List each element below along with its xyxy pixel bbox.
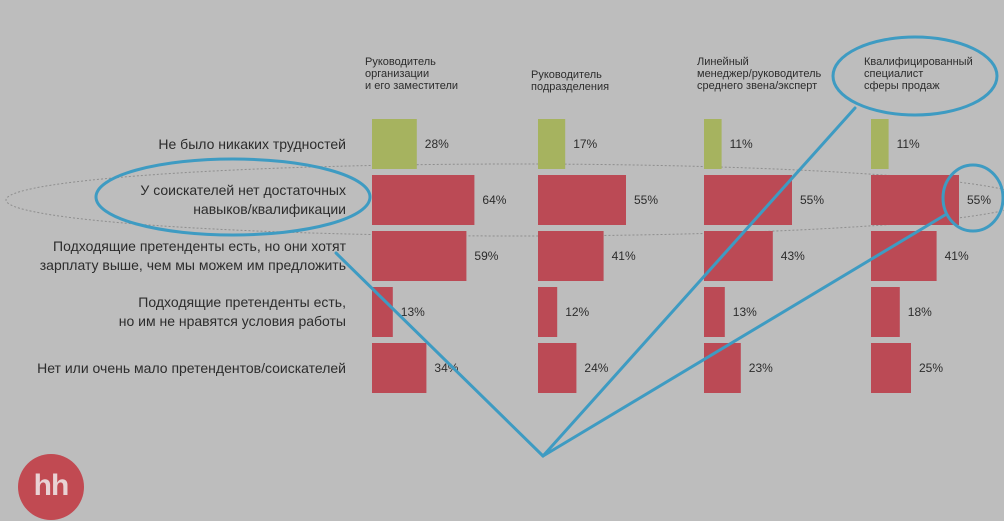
bar-c3-r2 [704, 175, 792, 225]
column-header-2: Руководитель подразделения [531, 69, 610, 93]
annotation-line-2 [541, 106, 857, 458]
bar-c2-r4 [538, 287, 558, 337]
annotation-line-1 [334, 251, 545, 458]
row-label-4: Подходящие претенденты есть, но им не нр… [118, 294, 346, 329]
bar-c1-r1 [372, 119, 417, 169]
value-label-c1-r3: 59% [474, 249, 498, 263]
value-label-c1-r1: 28% [425, 137, 449, 151]
bar-c3-r5 [704, 343, 741, 393]
column-header-3: Линейный менеджер/руководитель среднего … [697, 56, 822, 92]
annotation-circle-right [941, 163, 1004, 233]
value-label-c2-r2: 55% [634, 193, 658, 207]
row-label-2: У соискателей нет достаточных навыков/кв… [140, 182, 346, 217]
value-label-c1-r4: 13% [401, 305, 425, 319]
bar-c4-r5 [871, 343, 911, 393]
annotation-ellipse-left [94, 157, 372, 237]
bar-c2-r3 [538, 231, 604, 281]
value-label-c2-r1: 17% [573, 137, 597, 151]
value-label-c3-r3: 43% [781, 249, 805, 263]
value-label-c4-r3: 41% [945, 249, 969, 263]
value-label-c1-r5: 34% [434, 361, 458, 375]
bar-c1-r4 [372, 287, 393, 337]
value-label-c2-r4: 12% [565, 305, 589, 319]
bar-c3-r4 [704, 287, 725, 337]
bar-c3-r1 [704, 119, 722, 169]
value-label-c4-r1: 11% [897, 137, 920, 151]
column-header-1: Руководитель организации и его заместите… [365, 56, 459, 92]
bar-c1-r3 [372, 231, 467, 281]
value-label-c3-r5: 23% [749, 361, 773, 375]
bar-c4-r1 [871, 119, 889, 169]
row-label-3: Подходящие претенденты есть, но они хотя… [39, 238, 346, 273]
value-label-c4-r2: 55% [967, 193, 991, 207]
bar-c1-r5 [372, 343, 427, 393]
annotation-ellipse-top-right [831, 35, 999, 117]
bar-c2-r5 [538, 343, 577, 393]
bar-c4-r4 [871, 287, 900, 337]
value-label-c2-r3: 41% [612, 249, 636, 263]
bar-c2-r2 [538, 175, 626, 225]
value-label-c3-r2: 55% [800, 193, 824, 207]
row-label-1: Не было никаких трудностей [158, 135, 346, 152]
row-label-5: Нет или очень мало претендентов/соискате… [37, 359, 346, 376]
value-label-c4-r4: 18% [908, 305, 932, 319]
annotation-line-3 [541, 213, 947, 458]
highlight-row-ellipse [5, 163, 1004, 237]
bar-c2-r1 [538, 119, 566, 169]
value-label-c2-r5: 24% [584, 361, 608, 375]
bar-c1-r2 [372, 175, 475, 225]
value-label-c3-r1: 11% [730, 137, 753, 151]
value-label-c3-r4: 13% [733, 305, 757, 319]
value-label-c4-r5: 25% [919, 361, 943, 375]
column-header-4: Квалифицированный специалист сферы прода… [864, 56, 973, 92]
hh-logo: hh [18, 454, 84, 520]
value-label-c1-r2: 64% [482, 193, 506, 207]
